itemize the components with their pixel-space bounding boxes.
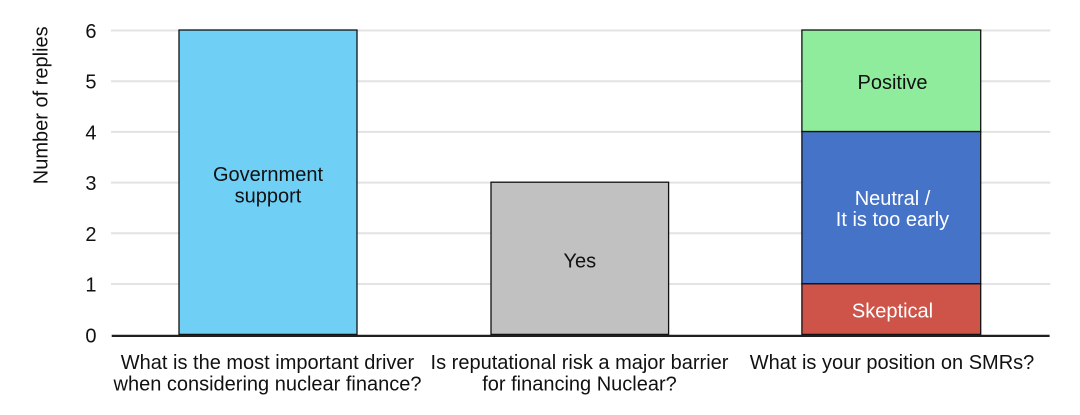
svg-text:support: support <box>235 186 302 208</box>
svg-text:Government: Government <box>213 164 323 186</box>
svg-text:0: 0 <box>85 325 96 347</box>
svg-text:Neutral /: Neutral / <box>855 188 931 210</box>
svg-text:Yes: Yes <box>563 250 596 272</box>
svg-text:1: 1 <box>85 275 96 297</box>
svg-text:Is reputational risk a major b: Is reputational risk a major barrier <box>431 352 729 374</box>
svg-text:for financing Nuclear?: for financing Nuclear? <box>482 374 677 396</box>
svg-text:4: 4 <box>85 122 96 144</box>
svg-text:Skeptical: Skeptical <box>852 301 933 323</box>
svg-text:6: 6 <box>85 21 96 43</box>
svg-text:What is your position on SMRs?: What is your position on SMRs? <box>750 352 1035 374</box>
svg-text:What is the most important dri: What is the most important driver <box>121 352 415 374</box>
svg-text:It is too early: It is too early <box>836 209 949 231</box>
svg-text:2: 2 <box>85 224 96 246</box>
svg-text:Positive: Positive <box>857 72 927 94</box>
svg-text:when considering nuclear finan: when considering nuclear finance? <box>113 374 422 396</box>
svg-text:Number of replies: Number of replies <box>31 26 53 184</box>
svg-text:5: 5 <box>85 72 96 94</box>
svg-text:3: 3 <box>85 173 96 195</box>
